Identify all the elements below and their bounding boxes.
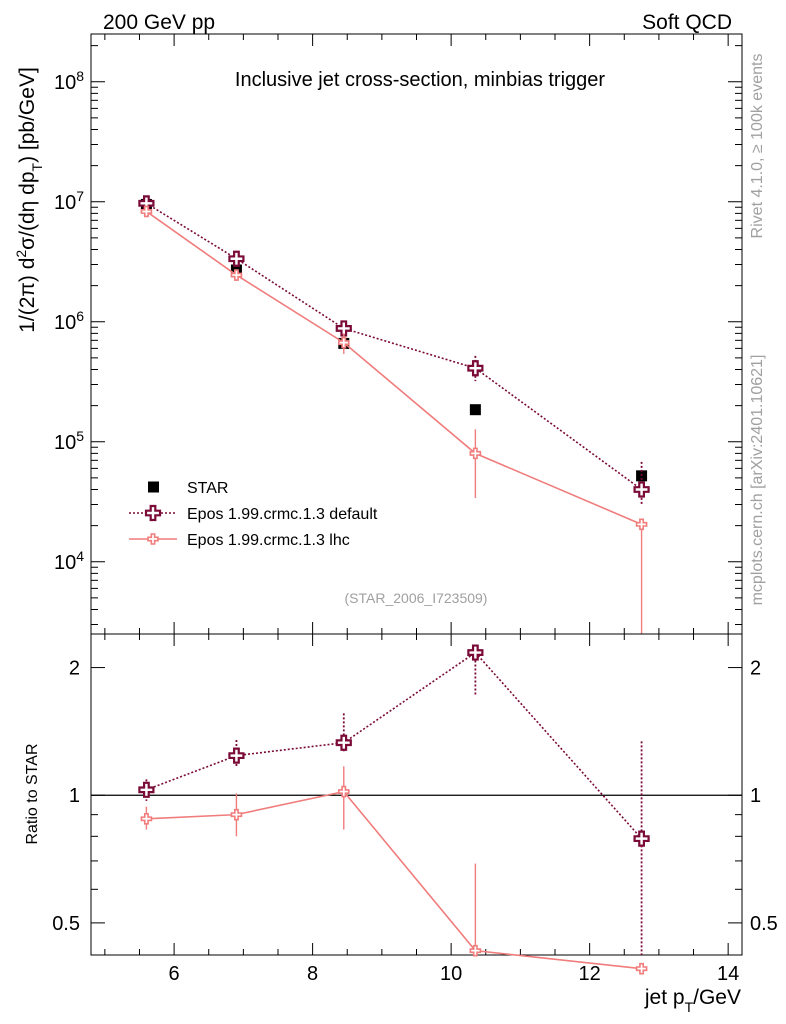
legend-marker <box>147 533 159 545</box>
y-tick-label: 104 <box>54 548 84 574</box>
x-tick-label: 8 <box>307 963 318 985</box>
ylabel-sup: 2 <box>13 250 29 258</box>
analysis-tag: (STAR_2006_I723509) <box>345 590 488 606</box>
main-y-axis: 104 105 106 107 108 <box>54 45 742 625</box>
data-point <box>230 808 243 821</box>
x-tick-label: 14 <box>717 963 739 985</box>
data-point <box>469 447 482 460</box>
header-right: Soft QCD <box>642 11 732 34</box>
data-point <box>140 205 153 218</box>
main-panel: Inclusive jet cross-section, minbias tri… <box>13 33 743 635</box>
data-point <box>335 734 352 751</box>
header-left: 200 GeV pp <box>103 11 215 34</box>
ratio-y-axis-label: Ratio to STAR <box>24 743 41 844</box>
y-tick-label: 105 <box>54 428 84 454</box>
data-point <box>138 781 155 798</box>
series-line <box>146 651 643 840</box>
ylabel-sub: T <box>29 162 45 171</box>
main-y-axis-label: 1/(2π) d2σ/(dη dpT) [pb/GeV] <box>13 67 45 333</box>
data-point <box>633 481 650 498</box>
data-point <box>228 250 245 267</box>
ratio-y-tick-label: 0.5 <box>52 913 80 935</box>
x-axis-label: jet pT/GeV <box>644 986 741 1015</box>
data-point <box>467 644 484 661</box>
series-line <box>145 210 642 526</box>
x-tick-label: 12 <box>579 963 601 985</box>
ratio-y-tick-label-right: 1 <box>750 785 761 807</box>
data-point <box>140 812 153 825</box>
ratio-y-tick-label: 1 <box>69 785 80 807</box>
ylabel-suffix: ) [pb/GeV] <box>16 67 39 163</box>
data-point <box>230 269 243 281</box>
data-point <box>469 404 481 416</box>
data-point <box>633 830 650 847</box>
legend-label: Epos 1.99.crmc.1.3 lhc <box>187 532 350 549</box>
ratio-series <box>138 644 650 975</box>
data-point <box>337 336 350 349</box>
series-line <box>146 790 642 970</box>
x-tick-label: 6 <box>169 963 180 985</box>
data-point <box>635 962 648 975</box>
y-tick-label: 107 <box>54 188 84 214</box>
ylabel-sigma: σ/(dη dp <box>16 171 39 249</box>
ratio-y-tick-label-right: 0.5 <box>750 913 778 935</box>
data-point <box>635 518 648 531</box>
data-point <box>467 360 484 377</box>
data-point <box>337 785 350 798</box>
data-point <box>335 320 352 337</box>
x-tick-label: 10 <box>440 963 462 985</box>
ratio-y-axis: 0.5 0.5 1 1 2 2 <box>52 658 778 935</box>
main-x-axis <box>104 34 729 634</box>
data-point <box>228 747 245 764</box>
main-series <box>138 195 650 634</box>
data-point <box>469 944 482 957</box>
chart-title: Inclusive jet cross-section, minbias tri… <box>235 69 605 91</box>
ratio-y-tick-label-right: 2 <box>750 658 761 680</box>
legend: STAR Epos 1.99.crmc.1.3 default Epos 1.99.… <box>129 480 378 549</box>
ratio-panel: 0.5 0.51 12 2 6 8 10 12 14 Ratio to STAR jet pT… <box>24 633 778 1015</box>
ratio-y-tick-label: 2 <box>69 658 80 680</box>
rivet-label: Rivet 4.1.0, ≥ 100k events <box>749 54 766 239</box>
y-tick-label: 106 <box>54 308 84 334</box>
legend-marker <box>144 504 162 522</box>
legend-label: STAR <box>187 480 228 497</box>
y-tick-label: 108 <box>54 68 84 94</box>
legend-label: Epos 1.99.crmc.1.3 default <box>187 506 378 523</box>
ratio-frame <box>90 633 743 956</box>
series-line <box>145 202 643 491</box>
legend-marker <box>148 481 159 493</box>
ratio-x-axis: 6 8 10 12 14 <box>104 634 739 985</box>
mcplots-label: mcplots.cern.ch [arXiv:2401.10621] <box>749 355 766 606</box>
ylabel-prefix: 1/(2π) d <box>16 258 39 333</box>
